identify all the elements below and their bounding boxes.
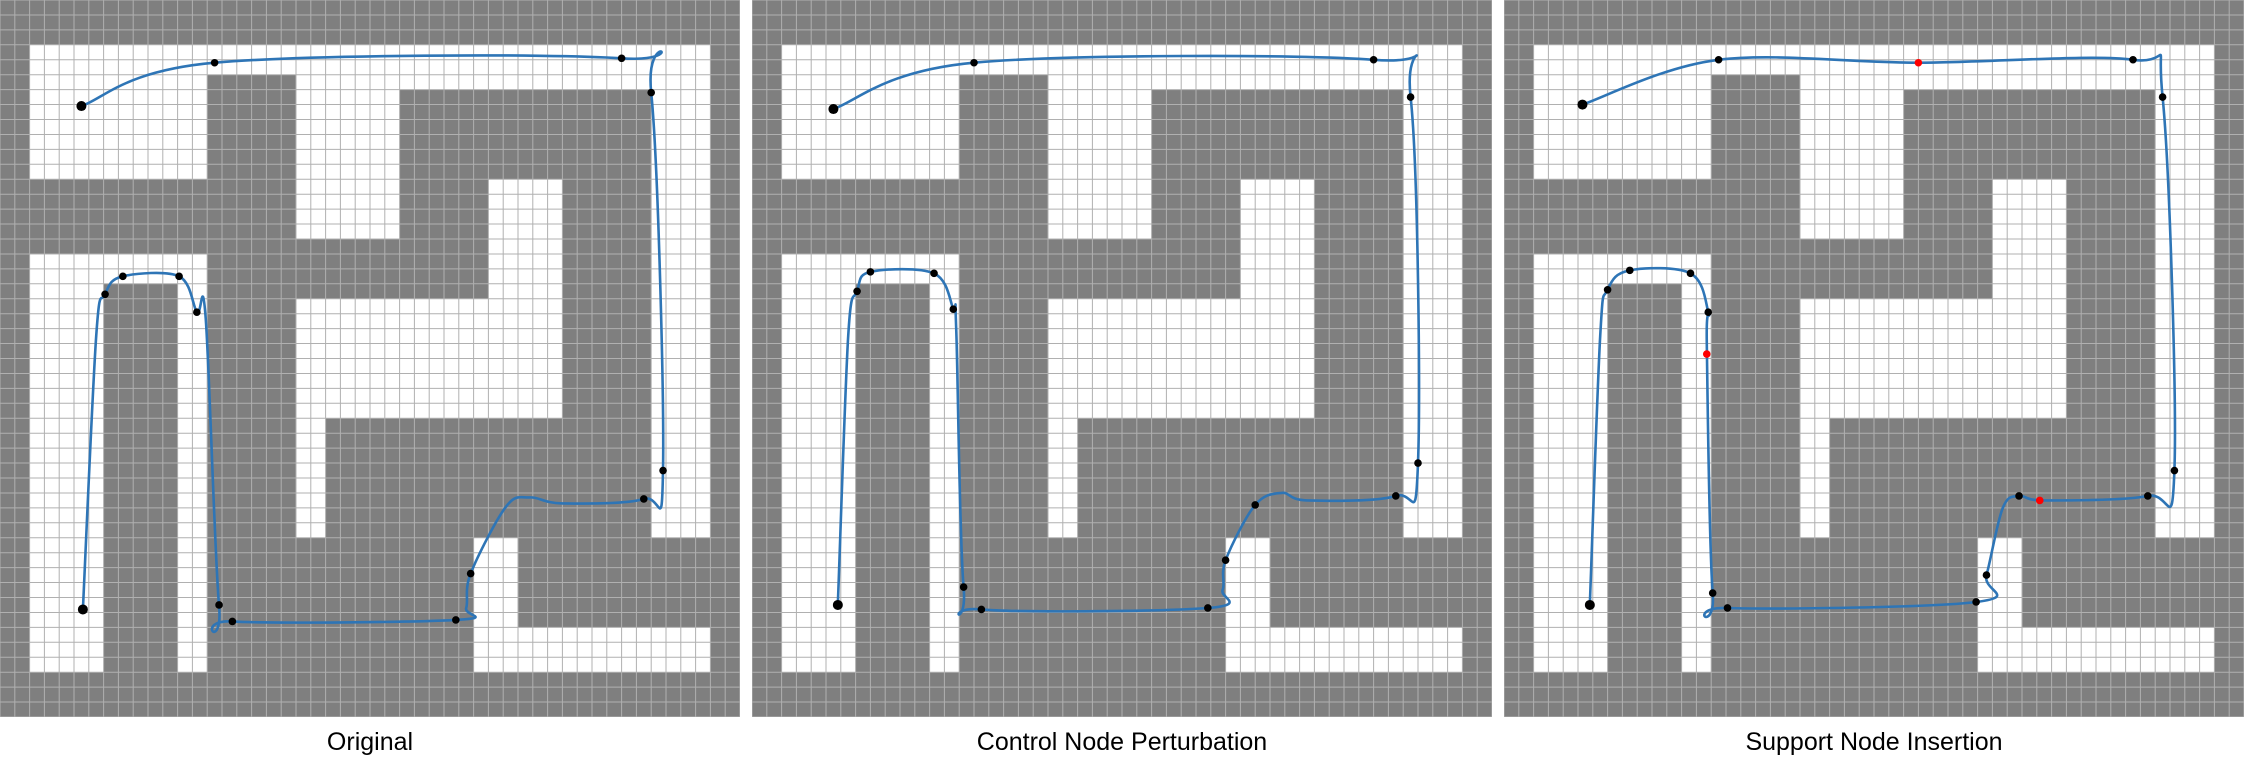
control-node: [1708, 589, 1717, 597]
control-node: [659, 466, 667, 475]
support-node: [2035, 496, 2044, 505]
control-node: [1603, 285, 1612, 294]
control-node: [617, 54, 626, 63]
control-node: [977, 605, 986, 614]
control-node: [930, 269, 938, 278]
control-node: [1221, 556, 1230, 564]
control-node: [949, 305, 958, 314]
support-node: [1914, 58, 1923, 67]
control-node: [2170, 466, 2179, 475]
control-node: [119, 272, 127, 281]
control-node: [647, 88, 655, 97]
maze-insertion: [1504, 0, 2244, 717]
control-node: [452, 616, 460, 624]
control-node: [1406, 93, 1415, 101]
control-node: [2144, 492, 2152, 500]
maze-original: [0, 0, 740, 717]
caption-perturbation: Control Node Perturbation: [976, 728, 1268, 756]
caption-insertion: Support Node Insertion: [1745, 728, 2003, 756]
control-node: [1204, 604, 1212, 612]
control-node: [970, 58, 978, 67]
endpoint-node: [832, 599, 843, 610]
control-node: [1972, 598, 1980, 606]
control-node: [215, 601, 223, 609]
control-node: [2015, 492, 2023, 500]
control-node: [1704, 308, 1713, 316]
control-node: [1369, 55, 1378, 64]
control-node: [1414, 459, 1422, 467]
control-node: [101, 290, 109, 299]
control-node: [1686, 269, 1695, 278]
control-node: [1982, 571, 1991, 579]
trajectory-path: [1581, 53, 2177, 619]
endpoint-node: [76, 101, 87, 112]
trajectory-path: [832, 54, 1421, 616]
maze-perturbation: [752, 0, 1492, 717]
panel-original: [0, 0, 740, 717]
control-node: [228, 617, 237, 626]
endpoint-node: [1584, 599, 1595, 610]
control-node: [1714, 55, 1723, 64]
support-node: [1702, 350, 1711, 358]
panel-perturbation: [752, 0, 1492, 717]
control-node: [2129, 55, 2137, 64]
control-node: [1626, 266, 1634, 275]
caption-original: Original: [326, 728, 414, 756]
control-node: [853, 287, 861, 296]
endpoint-node: [828, 104, 839, 115]
control-node: [2158, 93, 2167, 101]
grid-lines: [1504, 0, 2244, 717]
control-node: [866, 268, 875, 276]
endpoint-node: [1577, 99, 1588, 110]
control-node: [1392, 492, 1400, 500]
control-node: [1251, 501, 1259, 509]
control-node: [959, 583, 968, 591]
grid-lines: [0, 0, 740, 717]
control-node: [210, 58, 219, 67]
control-node: [175, 272, 183, 281]
control-node: [1723, 604, 1732, 612]
trajectory-path: [80, 50, 665, 634]
control-node: [193, 308, 201, 316]
endpoint-node: [77, 604, 88, 615]
control-node: [640, 495, 648, 503]
panel-insertion: [1504, 0, 2244, 717]
control-node: [466, 569, 475, 578]
